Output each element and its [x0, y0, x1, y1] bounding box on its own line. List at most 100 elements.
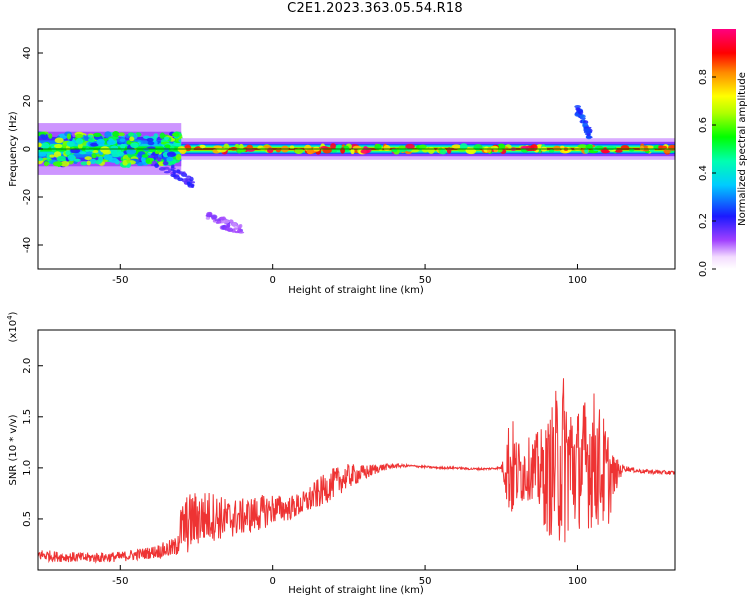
spectrogram-feature-cell	[210, 214, 218, 220]
spectrogram-cell	[548, 149, 555, 153]
spectrogram-plot-area	[38, 105, 675, 234]
spectrogram-feature-cell	[185, 175, 192, 178]
spectrogram-cell	[86, 160, 91, 166]
spectrogram-cell	[350, 148, 355, 155]
spectrogram-cell	[75, 137, 84, 145]
spectrogram-feature-cell	[205, 216, 211, 220]
y-tick-label: 1.0	[22, 460, 33, 476]
spectrogram-cell	[164, 144, 171, 149]
spectrogram-cell	[104, 131, 112, 138]
spectrogram-cell	[77, 143, 83, 149]
spectrogram-cell	[577, 144, 588, 149]
spectrogram-cell	[79, 151, 87, 155]
x-tick-label: 100	[568, 576, 587, 587]
x-tick-label: -50	[112, 275, 128, 286]
spectrogram-feature	[574, 105, 593, 140]
spectrogram-feature-cell	[585, 136, 593, 139]
spectrogram-cell	[141, 156, 146, 163]
spectrogram-cell	[141, 154, 150, 158]
spectrogram-cell	[48, 133, 53, 139]
spectrogram-cell	[330, 148, 338, 153]
snr-panel: -50 0 50 100 0.5 1.0 1.5 2.0 Height of straigh…	[6, 311, 676, 596]
spectrogram-cell	[146, 137, 154, 142]
x-tick-label: 100	[568, 275, 587, 286]
spectrogram-cell	[246, 148, 255, 152]
spectrogram-y-label: Frequency (Hz)	[8, 111, 19, 187]
spectrogram-feature-cell	[190, 184, 195, 188]
snr-series-line	[38, 378, 675, 564]
spectrogram-cell	[120, 143, 125, 151]
spectrogram-panel: -50 0 50 100 -40 -20 0 20 40 Height of straight…	[8, 28, 676, 296]
colorbar-ticks: 0.0 0.2 0.4 0.6 0.8	[698, 69, 716, 277]
colorbar-label: Normalized spectral amplitude	[737, 72, 748, 226]
spectrogram-cell	[147, 141, 155, 146]
spectrogram-cell	[459, 143, 468, 150]
spectrogram-cell	[38, 152, 47, 157]
spectrogram-cell	[620, 145, 630, 150]
spectrogram-cell	[486, 147, 492, 154]
spectrogram-cell	[216, 147, 227, 153]
spectrogram-feature-cell	[226, 227, 234, 233]
snr-x-axis: -50 0 50 100	[112, 565, 587, 587]
spectrogram-cell	[614, 149, 623, 153]
spectrogram-feature-cell	[190, 181, 196, 184]
snr-y-multiplier: (x104)	[6, 311, 19, 342]
spectrogram-cell	[60, 160, 70, 167]
spectrogram-feature-cell	[219, 216, 225, 220]
spectrogram-feature-cell	[170, 167, 176, 170]
spectrogram-cell	[340, 147, 346, 154]
spectrogram-cell	[383, 144, 391, 151]
spectrogram-cell	[108, 157, 119, 163]
spectrogram-cell	[112, 130, 120, 138]
spectrogram-cell	[73, 158, 81, 162]
spectrogram-cell	[306, 148, 314, 155]
colorbar-tick-label: 0.8	[698, 69, 709, 85]
spectrogram-cell	[91, 152, 97, 159]
snr-plot-area	[38, 378, 675, 564]
colorbar-tick-label: 0.2	[698, 213, 709, 229]
colorbar-tick-label: 0.0	[698, 261, 709, 277]
spectrogram-feature-cell	[170, 173, 177, 178]
spectrogram-cell	[130, 142, 139, 149]
spectrogram-feature-cell	[234, 230, 240, 234]
spectrogram-cell	[440, 149, 447, 155]
spectrogram-cell	[451, 144, 462, 149]
y-tick-label: 0.5	[22, 511, 33, 527]
spectrogram-feature	[205, 211, 245, 234]
spectrogram-cell	[330, 143, 337, 150]
spectrogram-x-label: Height of straight line (km)	[288, 285, 424, 296]
spectrogram-cell	[427, 146, 435, 154]
colorbar-tick-label: 0.4	[698, 165, 709, 181]
spectrogram-cell	[184, 145, 192, 152]
spectrogram-cell	[85, 147, 90, 152]
snr-y-label: SNR (10 * v/v)	[8, 414, 19, 485]
spectrogram-cell	[87, 134, 94, 138]
spectrogram-cell	[175, 153, 182, 161]
spectrogram-cell	[102, 149, 112, 155]
spectrogram-cell	[320, 146, 328, 150]
spectrogram-feature-cell	[214, 218, 221, 222]
y-tick-label: 1.5	[22, 409, 33, 425]
spectrogram-feature-cell	[238, 224, 243, 228]
spectrogram-feature-cell	[231, 222, 238, 227]
snr-y-axis: 0.5 1.0 1.5 2.0	[22, 358, 43, 527]
y-tick-label: 0	[22, 146, 33, 152]
spectrogram-cell	[52, 161, 63, 167]
spectrogram-cell	[289, 145, 295, 149]
spectrogram-cell	[405, 143, 415, 149]
spectrogram-cell	[40, 142, 50, 150]
spectrogram-cell	[54, 137, 64, 144]
spectrogram-cell	[65, 150, 71, 156]
spectrogram-cell	[89, 158, 97, 165]
spectrogram-cell	[70, 148, 81, 154]
spectrogram-cell	[66, 141, 75, 147]
spectrogram-cell	[163, 136, 170, 141]
spectrogram-feature-cell	[157, 158, 162, 162]
spectrogram-cell	[49, 154, 55, 158]
spectrogram-feature-cell	[171, 164, 175, 168]
spectrogram-cell	[118, 132, 125, 137]
spectrogram-cell	[663, 149, 671, 154]
spectrogram-cell	[153, 133, 159, 139]
spectrogram-feature-cell	[162, 161, 169, 166]
x-tick-label: 0	[269, 275, 275, 286]
